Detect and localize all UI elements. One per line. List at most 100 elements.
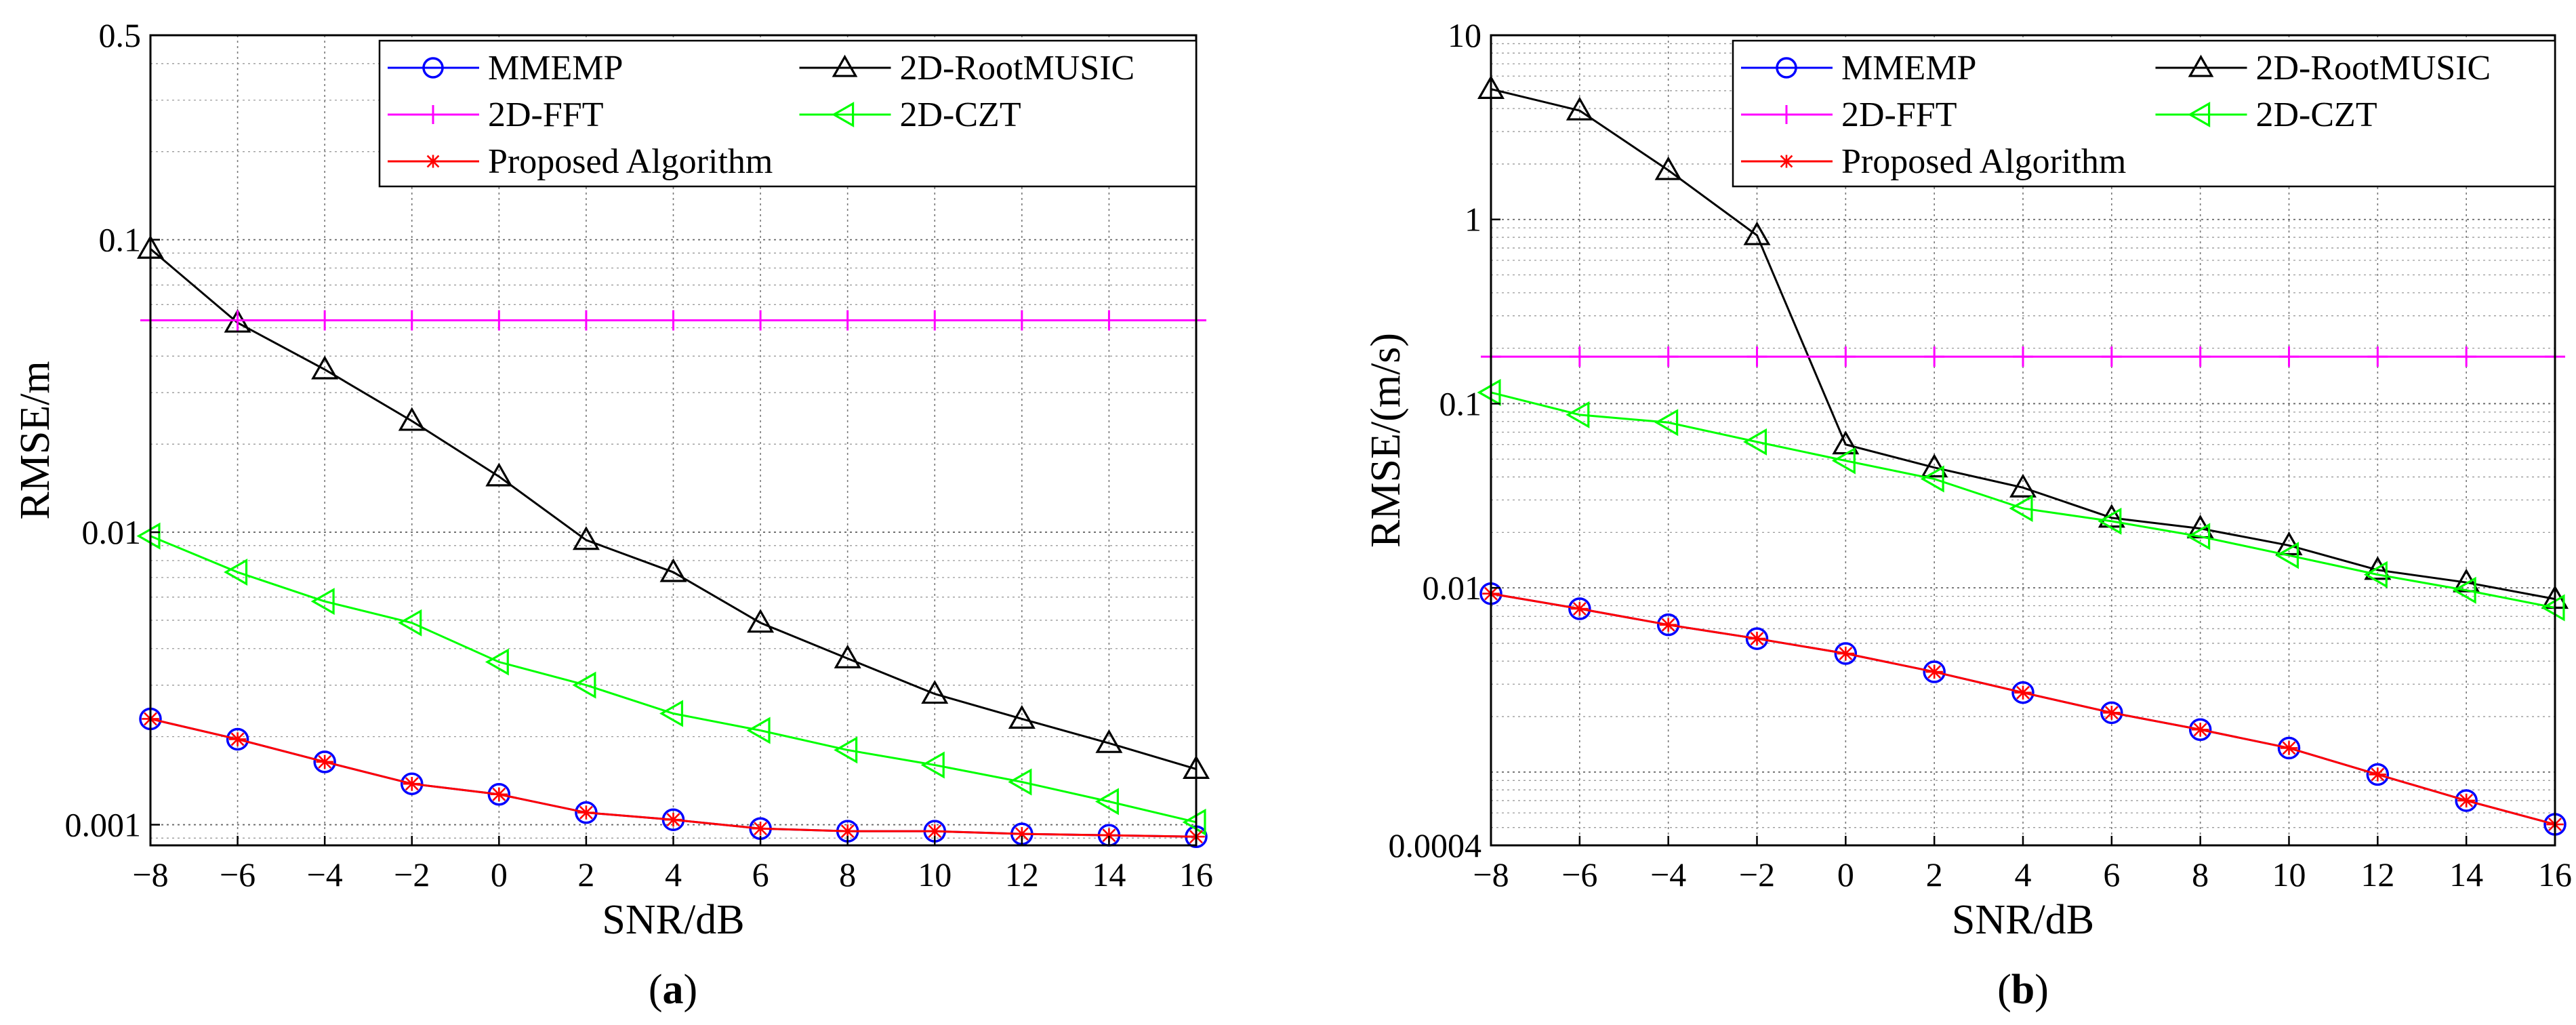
data-point-mmemp [1834,642,1858,665]
series-2d-czt [1477,378,2565,622]
x-tick-label: −8 [1473,856,1509,893]
data-point-2d-rootmusic [311,355,339,380]
legend-marker [832,102,855,127]
legend-marker [1778,155,1795,168]
legend-marker [425,155,441,168]
legend-box [1732,39,2556,188]
series-2d-fft [1481,346,2565,367]
caption-paren-open: ( [1997,967,2011,1013]
x-tick-label: 16 [2538,856,2572,893]
data-point-2d-fft [401,310,422,331]
data-point-2d-fft [1011,310,1032,331]
y-tick-label: 0.001 [65,806,142,844]
caption-letter: b [2011,967,2035,1013]
legend-label: 2D-FFT [1841,96,1957,134]
x-tick-label: −6 [1561,856,1597,893]
data-point-proposed-algorithm [1100,828,1118,843]
panel-caption: (a) [649,967,697,1013]
legend-label: 2D-FFT [488,96,603,134]
x-tick-label: 4 [2015,856,2032,893]
data-point-2d-czt [746,717,771,744]
data-point-2d-fft [1658,346,1679,367]
series-line-2d-czt [1490,391,2556,609]
legend-label: 2D-CZT [900,96,1021,134]
data-point-mmemp [1568,597,1591,620]
legend-item-2d-rootmusic: 2D-RootMUSIC [799,49,1134,87]
data-point-proposed-algorithm [1748,631,1766,646]
x-tick-label: 10 [918,856,952,893]
x-tick-label: 8 [2192,856,2209,893]
data-point-2d-rootmusic [398,407,426,431]
data-point-2d-czt [834,736,858,764]
series-2d-rootmusic [136,235,1210,779]
series-2d-czt [136,522,1206,836]
x-tick-label: 6 [2103,856,2120,893]
data-point-mmemp [2366,763,2390,786]
x-tick-label: 12 [2360,856,2394,893]
data-point-2d-czt [572,671,596,699]
data-point-mmemp [1656,613,1680,637]
x-tick-label: 10 [2272,856,2306,893]
chart-panel-b: −8 −6 −4 −2 0 2 4 6 8 10 12 14 16 0.0004 0.01 0.1 1 10 SNR… [1363,16,2572,1013]
legend-label: Proposed Algorithm [488,142,773,181]
data-point-mmemp [2277,736,2301,760]
caption-paren-close: ) [684,967,698,1013]
data-point-2d-czt [2363,561,2388,588]
legend-marker [424,105,443,124]
data-point-2d-fft [750,310,771,331]
y-tick-label: 0.1 [1439,384,1482,422]
series-line-2d-rootmusic [1490,88,2556,601]
x-tick-label: 4 [665,856,682,893]
x-tick-label: −2 [394,856,430,893]
data-point-2d-rootmusic [1743,221,1771,245]
x-axis-label: SNR/dB [602,897,744,943]
data-point-mmemp [2188,718,2212,742]
series-line-2d-rootmusic [150,248,1197,770]
data-point-mmemp [226,727,249,751]
data-point-2d-czt [2452,576,2476,604]
data-point-2d-rootmusic [572,526,600,550]
data-point-2d-fft [489,310,510,331]
legend: MMEMP 2D-RootMUSIC 2D-FFT 2D-CZT Proposed Al… [1732,39,2556,188]
x-tick-label: −6 [220,856,255,893]
data-point-proposed-algorithm [403,776,421,791]
y-tick-label: 0.01 [1423,569,1482,607]
data-point-2d-rootmusic [834,644,861,668]
data-point-proposed-algorithm [1837,646,1855,661]
y-tick-label: 0.5 [99,16,142,54]
data-point-mmemp [401,772,424,795]
legend-item-2d-fft: 2D-FFT [1741,96,1957,134]
data-point-mmemp [487,783,511,806]
data-point-2d-fft [2101,346,2122,367]
data-point-proposed-algorithm [752,822,769,836]
data-point-proposed-algorithm [2191,723,2209,737]
data-point-proposed-algorithm [2014,685,2032,700]
y-tick-label: 10 [1448,16,1481,54]
data-point-proposed-algorithm [838,824,857,839]
data-point-2d-fft [1099,310,1120,331]
data-point-2d-fft [1746,346,1767,367]
data-point-proposed-algorithm [228,732,247,746]
legend-item-2d-czt: 2D-CZT [799,96,1021,134]
data-point-proposed-algorithm [2280,741,2298,755]
data-point-2d-czt [1743,428,1767,456]
x-tick-label: 12 [1005,856,1039,893]
data-point-2d-rootmusic [747,609,775,633]
data-point-2d-czt [1008,768,1032,796]
chart-panel-a: −8 −6 −4 −2 0 2 4 6 8 10 12 14 16 0.001 0.01 0.1 0.5 SNR/… [12,16,1213,1013]
data-point-proposed-algorithm [664,812,682,827]
data-point-mmemp [2011,681,2035,704]
data-point-proposed-algorithm [490,787,508,801]
data-point-2d-rootmusic [2098,504,2125,528]
data-point-2d-fft [314,310,335,331]
legend: MMEMP 2D-RootMUSIC 2D-FFT 2D-CZT Proposed Al… [378,39,1198,188]
data-point-2d-rootmusic [921,680,949,704]
x-tick-label: −2 [1739,856,1775,893]
x-tick-label: 2 [1926,856,1943,893]
data-point-mmemp [2455,789,2478,812]
data-point-2d-rootmusic [1566,96,1593,121]
y-tick-label: 0.01 [82,513,142,551]
x-tick-label: 2 [577,856,594,893]
data-point-2d-czt [920,751,945,779]
